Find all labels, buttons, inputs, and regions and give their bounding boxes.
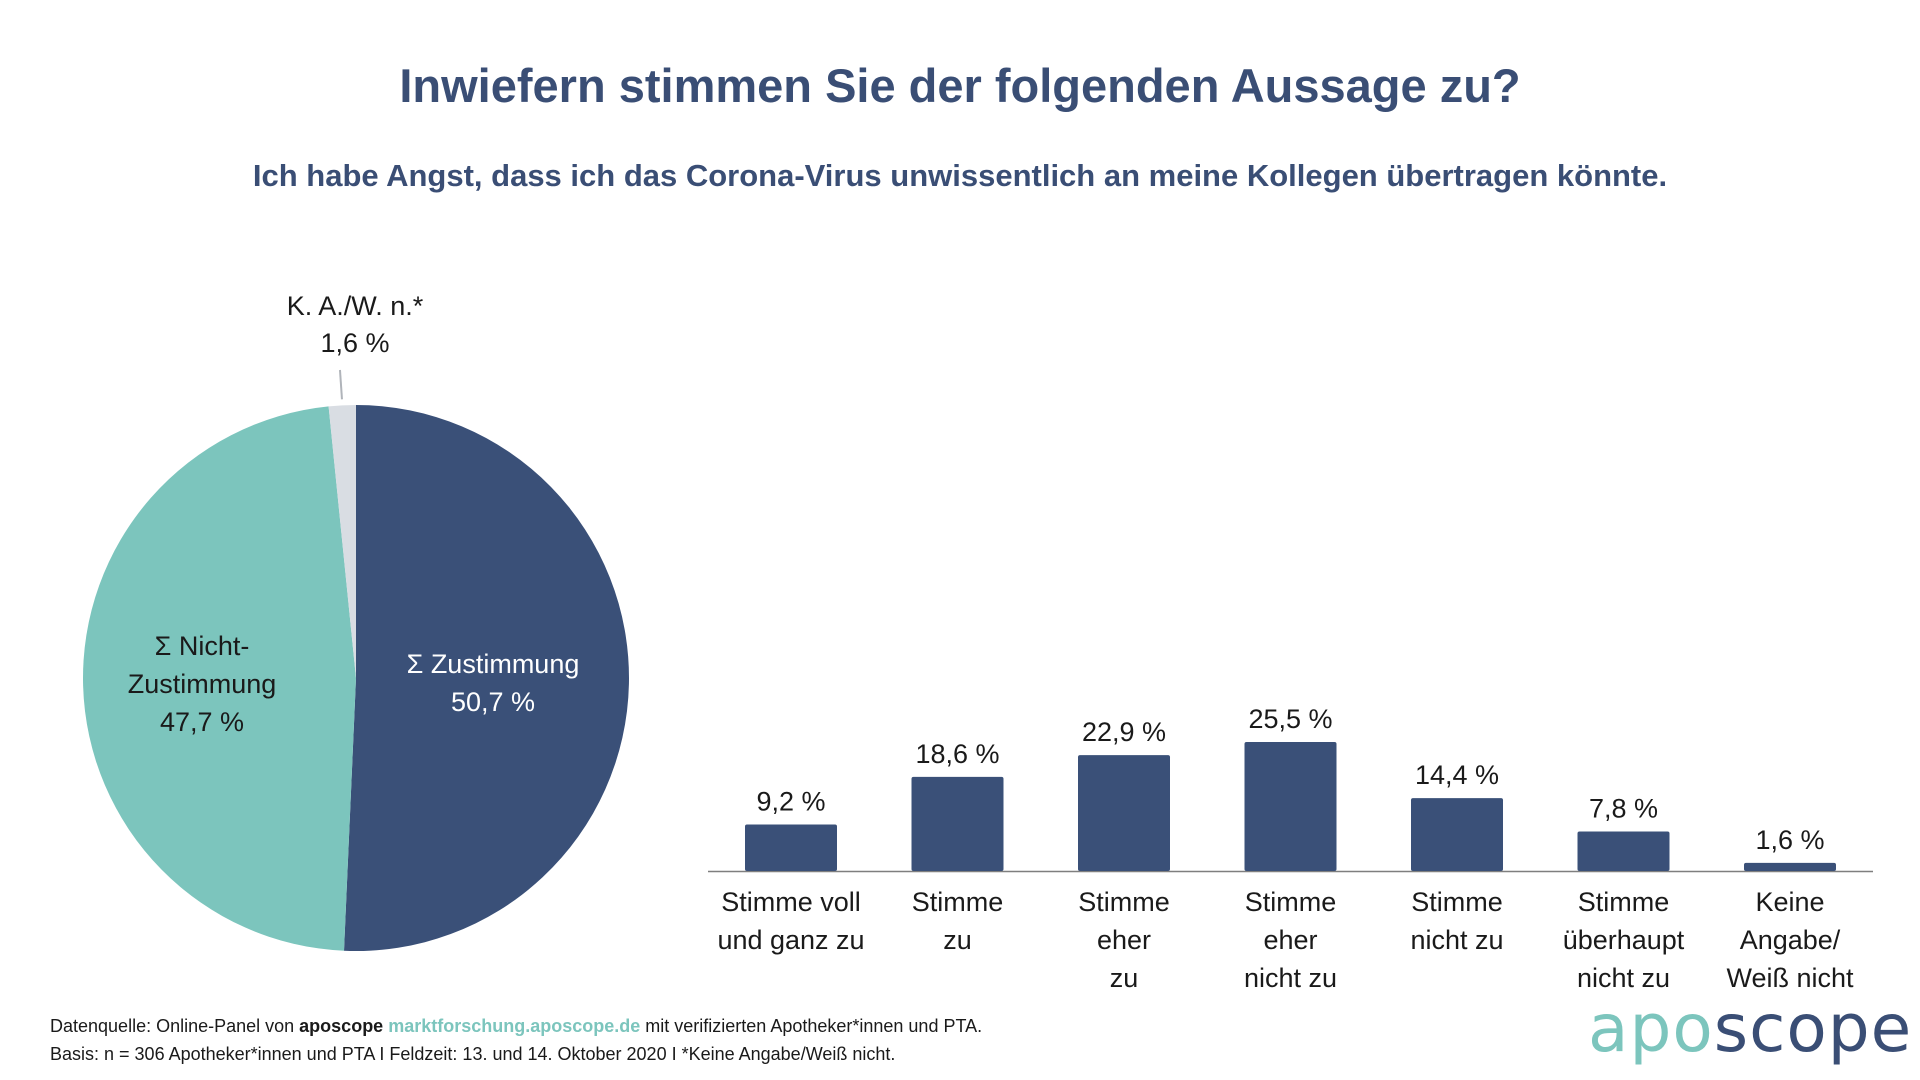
aposcope-logo: aposcope xyxy=(1588,990,1912,1067)
pie-leader-line xyxy=(338,369,343,400)
bar-5 xyxy=(1411,798,1503,871)
bar-value-label: 1,6 % xyxy=(1755,825,1824,855)
bar-category-label: Stimme eher zu xyxy=(1078,887,1170,993)
footer-source-suffix: mit verifizierten Apotheker*innen und PT… xyxy=(640,1016,983,1036)
pie-chart: Σ Zustimmung 50,7 % Σ Nicht- Zustimmung 47,7… xyxy=(83,369,629,951)
footer-source: Datenquelle: Online-Panel von aposcope m… xyxy=(50,1016,982,1037)
bar-2 xyxy=(911,776,1004,871)
footer-brand: aposcope xyxy=(299,1016,384,1036)
pie-label-zustimmung-line: 50,7 % xyxy=(451,687,535,717)
bar-category-label: Stimme eher nicht zu xyxy=(1243,887,1338,993)
pie-label-ka-value: 1,6 % xyxy=(320,328,390,358)
footer-source-prefix: Datenquelle: Online-Panel von xyxy=(50,1016,300,1036)
pie-slice-keine-angabe xyxy=(328,405,356,678)
chart-subtitle: Ich habe Angst, dass ich das Corona-Viru… xyxy=(252,158,1668,193)
bar-value-label: 25,5 % xyxy=(1248,704,1332,734)
bar-category-label: Stimme voll und ganz zu xyxy=(717,887,865,955)
bar-category-label: Stimme überhaupt nicht zu xyxy=(1562,887,1685,993)
bar-category-label: Keine Angabe/ Weiß nicht xyxy=(1726,887,1854,993)
bar-value-label: 18,6 % xyxy=(915,739,999,769)
bar-1 xyxy=(745,824,837,871)
pie-slice-zustimmung xyxy=(343,405,629,951)
bar-6 xyxy=(1577,831,1670,871)
pie-slice-nicht-zustimmung xyxy=(83,406,357,951)
pie-label-nicht-zustimmung-line: Σ Nicht- xyxy=(155,631,250,661)
pie-label-nicht-zustimmung-line: 47,7 % xyxy=(160,707,244,737)
footer-basis: Basis: n = 306 Apotheker*innen und PTA I… xyxy=(50,1044,896,1064)
footer-link[interactable]: marktforschung.aposcope.de xyxy=(388,1016,641,1036)
pie-label-zustimmung-line: Σ Zustimmung xyxy=(407,649,580,679)
bar-4 xyxy=(1244,742,1337,871)
bar-value-label: 22,9 % xyxy=(1082,717,1166,747)
bar-7 xyxy=(1744,862,1836,871)
pie-label-nicht-zustimmung-line: Zustimmung xyxy=(128,669,277,699)
bar-3 xyxy=(1078,755,1170,871)
bar-value-label: 7,8 % xyxy=(1589,794,1658,824)
chart-title: Inwiefern stimmen Sie der folgenden Auss… xyxy=(399,59,1521,112)
bar-value-label: 14,4 % xyxy=(1415,760,1499,790)
logo-part-scope: scope xyxy=(1713,990,1913,1067)
logo-part-apo: apo xyxy=(1588,990,1714,1067)
pie-label-ka: K. A./W. n.* 1,6 % xyxy=(230,288,480,362)
pie-label-ka-name: K. A./W. n.* xyxy=(286,291,424,321)
bar-category-label: Stimme nicht zu xyxy=(1410,887,1504,955)
bar-category-label: Stimme zu xyxy=(911,887,1004,955)
bar-value-label: 9,2 % xyxy=(756,786,825,816)
